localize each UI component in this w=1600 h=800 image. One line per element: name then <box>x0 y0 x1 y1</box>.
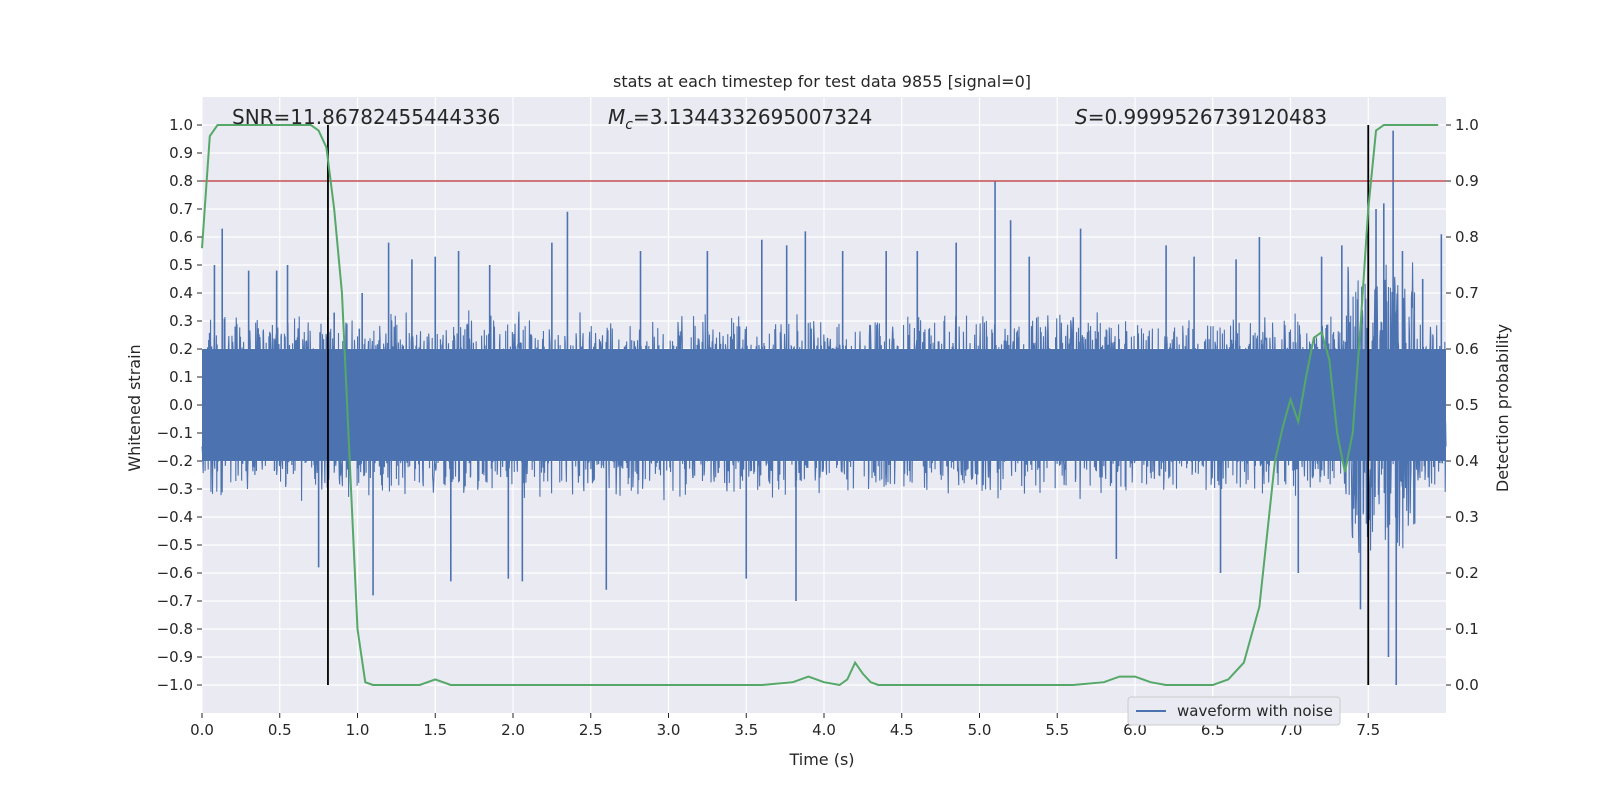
y-left-tick-label: −0.1 <box>157 424 193 442</box>
y-left-tick-label: 0.8 <box>169 172 193 190</box>
x-tick-label: 4.5 <box>890 721 914 739</box>
y-left-tick-label: 0.6 <box>169 228 193 246</box>
x-tick-label: 3.5 <box>734 721 758 739</box>
y-left-tick-label: 1.0 <box>169 116 193 134</box>
y-left-tick-label: 0.7 <box>169 200 193 218</box>
y-right-tick-label: 0.0 <box>1455 676 1479 694</box>
x-tick-label: 3.0 <box>657 721 681 739</box>
y-right-tick-label: 1.0 <box>1455 116 1479 134</box>
y-right-tick-label: 0.5 <box>1455 396 1479 414</box>
waveform-band <box>202 349 1446 461</box>
y-left-tick-label: 0.2 <box>169 340 193 358</box>
x-tick-label: 0.0 <box>190 721 214 739</box>
x-tick-label: 7.5 <box>1356 721 1380 739</box>
x-tick-label: 4.0 <box>812 721 836 739</box>
y-right-tick-label: 0.4 <box>1455 452 1479 470</box>
x-tick-label: 2.5 <box>579 721 603 739</box>
score-value: =0.9999526739120483 <box>1088 105 1327 129</box>
waveform-with-noise-series <box>201 130 1447 685</box>
x-tick-label: 5.5 <box>1045 721 1069 739</box>
legend-entry: waveform with noise <box>1177 702 1333 720</box>
y-axis-left: 1.0 0.9 0.8 0.7 0.6 0.5 0.4 0.3 0.2 0.1 0.0 −0.1 −0.… <box>157 116 202 694</box>
y-left-tick-label: 0.0 <box>169 396 193 414</box>
y-left-tick-label: −0.6 <box>157 564 193 582</box>
x-tick-label: 1.5 <box>423 721 447 739</box>
score-symbol: S <box>1075 105 1088 129</box>
y-right-tick-label: 0.2 <box>1455 564 1479 582</box>
y-left-tick-label: −0.7 <box>157 592 193 610</box>
y-left-tick-label: 0.1 <box>169 368 193 386</box>
y-left-tick-label: −0.5 <box>157 536 193 554</box>
chart-title: stats at each timestep for test data 985… <box>613 72 1031 91</box>
y-left-tick-label: −0.9 <box>157 648 193 666</box>
score-annotation: S=0.9999526739120483 <box>1075 105 1327 129</box>
y-right-tick-label: 0.7 <box>1455 284 1479 302</box>
legend: waveform with noise <box>1127 696 1341 726</box>
x-tick-label: 5.0 <box>968 721 992 739</box>
y-axis-right-label: Detection probability <box>1493 324 1512 492</box>
x-tick-label: 2.0 <box>501 721 525 739</box>
x-axis-label: Time (s) <box>788 750 854 769</box>
x-tick-label: 1.0 <box>346 721 370 739</box>
y-left-tick-label: −0.3 <box>157 480 193 498</box>
y-left-tick-label: 0.5 <box>169 256 193 274</box>
y-axis-right: 1.0 0.9 0.8 0.7 0.6 0.5 0.4 0.3 0.2 0.1 0.0 <box>1446 116 1479 694</box>
y-left-tick-label: −1.0 <box>157 676 193 694</box>
detection-probability-series <box>201 124 1439 687</box>
y-right-tick-label: 0.8 <box>1455 228 1479 246</box>
y-left-tick-label: −0.8 <box>157 620 193 638</box>
y-left-tick-label: −0.2 <box>157 452 193 470</box>
y-left-tick-label: 0.3 <box>169 312 193 330</box>
chirp-mass-annotation: Mc=3.1344332695007324 <box>608 105 872 133</box>
y-right-tick-label: 0.3 <box>1455 508 1479 526</box>
x-tick-label: 0.5 <box>268 721 292 739</box>
y-left-tick-label: 0.4 <box>169 284 193 302</box>
y-axis-left-label: Whitened strain <box>125 344 144 471</box>
snr-annotation: SNR=11.86782455444336 <box>232 105 500 129</box>
y-right-tick-label: 0.9 <box>1455 172 1479 190</box>
chirp-mass-subscript: c <box>625 117 633 133</box>
legend-box <box>1127 696 1341 726</box>
y-right-tick-label: 0.1 <box>1455 620 1479 638</box>
y-left-tick-label: −0.4 <box>157 508 193 526</box>
y-left-tick-label: 0.9 <box>169 144 193 162</box>
chirp-mass-value: =3.1344332695007324 <box>633 105 872 129</box>
y-right-tick-label: 0.6 <box>1455 340 1479 358</box>
chirp-mass-symbol: M <box>608 105 625 129</box>
